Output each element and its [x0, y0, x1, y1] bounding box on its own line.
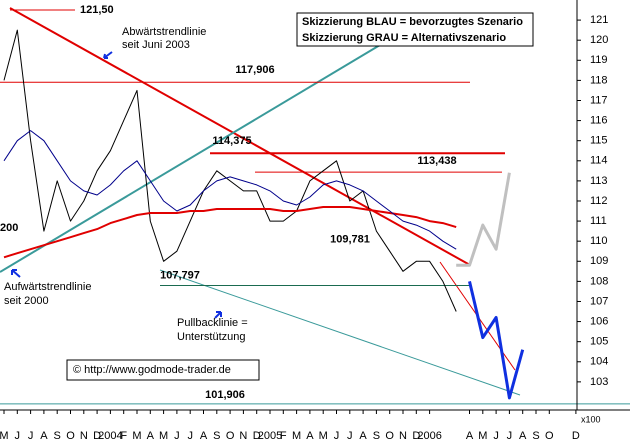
- annotation: Unterstützung: [177, 331, 245, 343]
- x-tick-label: O: [66, 430, 75, 442]
- y-tick-label: 113: [590, 175, 608, 187]
- level-label: 107,797: [160, 269, 200, 281]
- annotation: Aufwärtstrendlinie: [4, 281, 91, 293]
- x-tick-label: J: [174, 430, 180, 442]
- x-tick-label: N: [239, 430, 247, 442]
- x-tick-label: J: [493, 430, 499, 442]
- x-tick-label: O: [385, 430, 394, 442]
- y-tick-label: 112: [590, 195, 608, 207]
- arrow: [214, 311, 222, 319]
- x-tick-label: N: [80, 430, 88, 442]
- x-tick-label: 2005: [258, 430, 282, 442]
- downtrend-line: [9, 7, 471, 266]
- y-tick-label: 114: [590, 155, 608, 167]
- series-line: [3, 130, 457, 250]
- x-tick-label: M: [292, 430, 301, 442]
- x-tick-label: D: [93, 430, 101, 442]
- x-tick-label: A: [466, 430, 474, 442]
- y-tick-label: 109: [590, 255, 608, 267]
- x-tick-label: A: [147, 430, 155, 442]
- y-tick-label: 120: [590, 34, 608, 46]
- annotation: 200: [0, 222, 18, 234]
- x-tick-label: O: [545, 430, 554, 442]
- arrow: [103, 51, 113, 59]
- multiplier: x100: [581, 414, 601, 424]
- x-tick-label: S: [373, 430, 380, 442]
- title-box: [296, 12, 534, 47]
- x-tick-label: A: [306, 430, 314, 442]
- uptrend-line: [0, 44, 381, 273]
- annotation: Pullbacklinie =: [177, 317, 248, 329]
- x-tick-label: D: [412, 430, 420, 442]
- x-tick-label: M: [0, 430, 9, 442]
- annotation: seit Juni 2003: [122, 39, 190, 51]
- x-tick-label: N: [399, 430, 407, 442]
- x-tick-label: J: [347, 430, 353, 442]
- x-tick-label: A: [40, 430, 48, 442]
- series: [3, 29, 525, 400]
- levels: 121,50 117,906 114,375 113,438 109,781 107,79…: [0, 4, 630, 405]
- level-label: 117,906: [235, 64, 274, 76]
- x-tick-label: O: [226, 430, 235, 442]
- y-tick-label: 106: [590, 315, 608, 327]
- series-line: [3, 206, 457, 259]
- x-tick-label: 2006: [417, 430, 441, 442]
- y-tick-label: 115: [590, 135, 608, 147]
- x-tick-label: M: [478, 430, 487, 442]
- x-tick-label: S: [532, 430, 539, 442]
- x-tick-label: A: [359, 430, 367, 442]
- level-label: 109,781: [330, 233, 370, 245]
- series-line: [456, 172, 511, 267]
- y-tick-label: 108: [590, 275, 608, 287]
- arrow: [11, 269, 21, 278]
- y-tick-label: 105: [590, 336, 608, 348]
- y-tick-label: 121: [590, 14, 608, 26]
- copyright: © http://www.godmode-trader.de: [73, 364, 231, 376]
- title-line: Skizzierung BLAU = bevorzugtes Szenario: [302, 16, 523, 28]
- x-tick-label: M: [159, 430, 168, 442]
- x-tick-label: J: [334, 430, 340, 442]
- y-tick-label: 116: [590, 114, 608, 126]
- y-tick-label: 117: [590, 94, 608, 106]
- x-tick-label: J: [507, 430, 513, 442]
- series-line: [3, 29, 457, 312]
- x-tick-label: D: [572, 430, 580, 442]
- x-tick-label: F: [280, 430, 287, 442]
- level-label: 101,906: [205, 389, 245, 401]
- x-tick-label: M: [132, 430, 141, 442]
- y-tick-label: 118: [590, 74, 608, 86]
- x-tick-label: F: [120, 430, 127, 442]
- x-tick-label: D: [253, 430, 261, 442]
- x-tick-label: M: [319, 430, 328, 442]
- y-tick-label: 104: [590, 356, 608, 368]
- y-tick-label: 107: [590, 295, 608, 307]
- y-tick-label: 111: [590, 215, 607, 227]
- x-tick-label: S: [54, 430, 61, 442]
- x-tick-label: S: [213, 430, 220, 442]
- level-label: 114,375: [212, 135, 251, 147]
- pullback-line: [159, 269, 521, 396]
- annotation: Abwärtstrendlinie: [122, 26, 206, 38]
- series-line: [468, 281, 525, 400]
- y-tick-label: 103: [590, 376, 608, 388]
- x-tick-label: J: [28, 430, 34, 442]
- level-label: 113,438: [417, 155, 456, 167]
- y-tick-label: 110: [590, 235, 608, 247]
- title-line: Skizzierung GRAU = Alternativszenario: [302, 32, 506, 44]
- copyright-box: [66, 359, 260, 381]
- y-tick-label: 119: [590, 54, 608, 66]
- x-tick-label: J: [15, 430, 21, 442]
- x-tick-label: 2004: [98, 430, 122, 442]
- x-tick-label: A: [200, 430, 208, 442]
- x-tick-label: A: [519, 430, 527, 442]
- level-label: 121,50: [80, 4, 114, 16]
- x-tick-label: J: [187, 430, 193, 442]
- annotation: seit 2000: [4, 295, 49, 307]
